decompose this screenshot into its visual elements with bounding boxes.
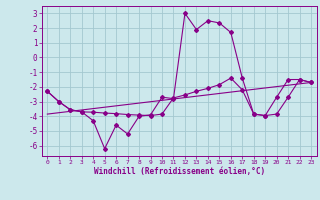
X-axis label: Windchill (Refroidissement éolien,°C): Windchill (Refroidissement éolien,°C) [94, 167, 265, 176]
